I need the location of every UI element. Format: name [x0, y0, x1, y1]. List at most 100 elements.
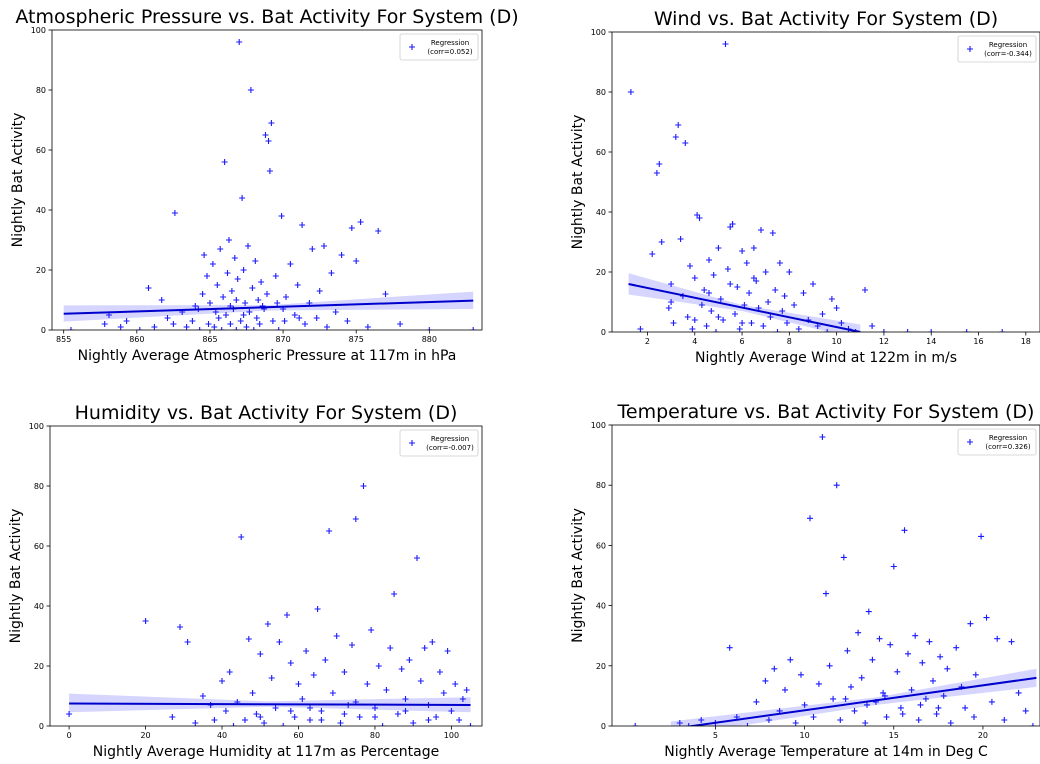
data-point — [978, 533, 985, 540]
x-tick-label: 2 — [645, 337, 650, 346]
data-point — [243, 324, 250, 330]
data-point — [922, 695, 929, 702]
data-point — [256, 321, 263, 327]
chart-panel-wind: Wind vs. Bat Activity For System (D) 2 4 6 8… — [520, 0, 1040, 380]
data-point — [908, 686, 915, 693]
data-point — [426, 327, 433, 330]
data-point — [231, 255, 238, 261]
x-tick-label: 18 — [1021, 337, 1031, 346]
data-point — [66, 711, 73, 717]
data-point — [722, 41, 729, 47]
data-point — [819, 434, 826, 440]
data-point — [826, 662, 833, 669]
data-point — [824, 329, 831, 332]
y-tick-label: 80 — [34, 482, 44, 491]
data-point — [855, 629, 862, 636]
x-tick-label: 880 — [422, 335, 437, 344]
data-point — [329, 690, 336, 696]
data-point — [236, 39, 243, 45]
data-point — [864, 701, 870, 708]
data-point — [280, 723, 287, 726]
data-point — [299, 696, 306, 702]
data-point — [776, 260, 783, 266]
data-point — [448, 708, 455, 714]
data-point — [765, 299, 772, 305]
data-point — [353, 258, 360, 264]
data-point — [240, 267, 247, 273]
x-axis-label: Nightly Average Wind at 122m in m/s — [695, 350, 957, 366]
data-point — [769, 230, 776, 236]
x-axis-label: Nightly Average Atmospheric Pressure at … — [78, 348, 457, 364]
data-point — [905, 650, 911, 657]
regression-line — [69, 702, 471, 706]
data-point — [676, 720, 683, 726]
data-point — [349, 642, 355, 648]
data-point — [227, 321, 234, 327]
data-point — [779, 308, 786, 314]
data-point — [967, 620, 974, 627]
data-point — [397, 321, 404, 327]
data-point — [209, 261, 216, 267]
legend-label: Regression — [989, 41, 1027, 49]
legend-marker-icon — [967, 46, 973, 52]
data-point — [337, 720, 344, 726]
regression-line — [628, 283, 861, 332]
data-point — [249, 690, 256, 696]
data-point — [218, 327, 225, 330]
data-point — [894, 668, 901, 675]
data-point — [677, 236, 684, 242]
data-point — [953, 644, 960, 651]
data-point — [281, 318, 288, 324]
data-point — [715, 245, 722, 251]
data-point — [302, 321, 308, 327]
legend-corr: (corr=-0.344) — [984, 50, 1032, 58]
scatter-points — [68, 39, 477, 330]
data-point — [656, 161, 663, 167]
data-point — [391, 591, 398, 597]
scatter-points — [627, 41, 1006, 332]
y-tick-label: 100 — [29, 422, 44, 431]
data-point — [321, 243, 327, 249]
data-point — [250, 327, 257, 330]
data-point — [687, 263, 693, 269]
data-point — [264, 621, 271, 627]
data-point — [222, 708, 229, 714]
data-point — [242, 300, 249, 306]
data-point — [433, 714, 440, 720]
chart-svg: Wind vs. Bat Activity For System (D) 2 4 6 8… — [570, 8, 1040, 366]
data-point — [184, 639, 191, 645]
data-point — [994, 635, 1001, 642]
chart-title: Humidity vs. Bat Activity For System (D) — [75, 402, 458, 424]
data-point — [729, 221, 736, 227]
data-point — [668, 281, 675, 287]
data-point — [851, 707, 858, 714]
data-point — [1008, 638, 1015, 645]
data-point — [402, 696, 409, 702]
data-point — [309, 246, 316, 252]
data-point — [708, 308, 715, 314]
data-point — [338, 252, 345, 258]
y-tick-label: 60 — [34, 542, 44, 551]
data-point — [928, 329, 935, 332]
data-point — [372, 705, 378, 711]
data-point — [295, 681, 302, 687]
data-point — [324, 324, 330, 330]
data-point — [233, 327, 240, 330]
data-point — [207, 300, 213, 306]
data-point — [782, 686, 788, 693]
data-point — [253, 315, 260, 321]
legend-marker-icon — [409, 44, 415, 50]
data-point — [833, 305, 840, 311]
data-point — [274, 300, 281, 306]
data-point — [726, 644, 733, 651]
plot-frame — [611, 31, 1040, 333]
data-point — [364, 324, 371, 330]
data-point — [372, 714, 378, 720]
data-point — [792, 720, 799, 726]
data-point — [801, 701, 808, 708]
data-point — [781, 293, 788, 299]
data-point — [322, 657, 329, 663]
data-point — [192, 720, 199, 726]
data-point — [724, 266, 731, 272]
scatter-points — [632, 434, 1036, 726]
